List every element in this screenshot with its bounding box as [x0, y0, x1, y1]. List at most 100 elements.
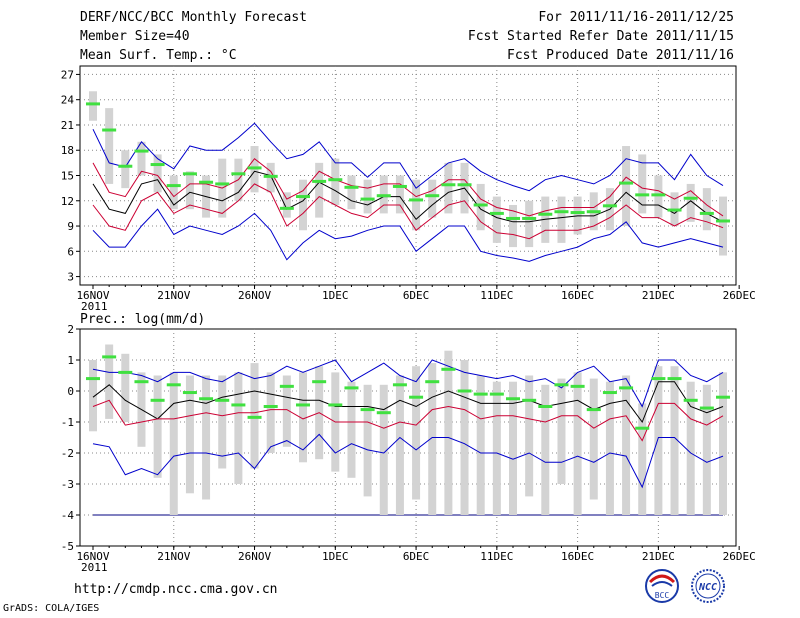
median-marker [473, 392, 488, 396]
median-marker [344, 185, 359, 189]
x-tick-label: 1DEC [322, 289, 349, 302]
ensemble-box [169, 372, 178, 515]
chart-title: DERF/NCC/BCC Monthly Forecast [80, 10, 307, 25]
median-marker [231, 172, 246, 176]
y-tick-label: 24 [61, 94, 75, 107]
median-marker [409, 198, 424, 202]
x-tick-label: 26NOV [238, 550, 271, 563]
y-tick-label: 21 [61, 119, 74, 132]
ensemble-box [121, 150, 130, 189]
ensemble-box [525, 375, 534, 497]
ensemble-box [573, 372, 582, 515]
median-marker [522, 398, 537, 402]
median-marker [199, 397, 214, 401]
y-tick-label: 18 [61, 144, 74, 157]
series-line-lower-inner [92, 183, 724, 240]
y-tick-label: -2 [61, 447, 74, 460]
median-marker [554, 210, 569, 214]
ensemble-box [218, 375, 227, 469]
x-tick-label: 21NOV [157, 289, 190, 302]
ensemble-box [654, 366, 663, 515]
median-marker [651, 377, 666, 381]
ensemble-box [444, 162, 453, 214]
ensemble-box [444, 350, 453, 515]
median-marker [506, 216, 520, 220]
ensemble-box [395, 175, 404, 214]
grads-credit: GrADS: COLA/IGES [3, 603, 100, 614]
y-tick-label: -5 [61, 540, 74, 553]
median-marker [263, 174, 278, 178]
ensemble-box [670, 366, 679, 515]
median-marker [231, 403, 246, 407]
median-marker [166, 383, 181, 387]
x-tick-label: 26DEC [723, 550, 756, 563]
median-marker [328, 403, 343, 407]
median-marker [102, 355, 117, 359]
ensemble-box [702, 384, 711, 515]
ensemble-box [476, 183, 485, 231]
median-marker [651, 193, 666, 197]
median-marker [296, 403, 310, 407]
series-line-upper-outer [92, 122, 724, 192]
ensemble-box [105, 344, 114, 419]
median-marker [392, 184, 407, 188]
series-line-mean [92, 170, 724, 223]
bcc-logo-text: BCC [655, 591, 670, 600]
median-marker [360, 197, 375, 201]
median-marker [376, 411, 391, 415]
x-tick-label: 6DEC [403, 550, 430, 563]
y-tick-label: 2 [67, 323, 74, 336]
y-tick-label: 27 [61, 68, 74, 81]
ensemble-box [589, 378, 598, 500]
median-marker [570, 211, 585, 215]
median-marker [279, 206, 294, 210]
series-line-lower-inner [92, 399, 724, 442]
median-marker [312, 380, 327, 384]
ensemble-box [299, 179, 307, 231]
median-marker [182, 172, 197, 176]
ensemble-box [702, 188, 711, 231]
ensemble-box [250, 363, 259, 469]
ensemble-box [331, 158, 340, 205]
median-marker [457, 389, 472, 393]
median-marker [86, 377, 100, 381]
ensemble-box [412, 179, 421, 231]
ensemble-box [153, 375, 162, 478]
x-tick-label: 16DEC [561, 550, 594, 563]
series-line-lower-outer [92, 208, 724, 262]
median-marker [247, 415, 262, 419]
median-marker [667, 208, 682, 212]
ensemble-box [638, 403, 647, 515]
x-tick-label: 6DEC [403, 289, 430, 302]
ensemble-box [476, 375, 485, 515]
median-marker [635, 193, 650, 197]
y-tick-label: 12 [61, 195, 74, 208]
source-url: http://cmdp.ncc.cma.gov.cn [74, 582, 278, 597]
series-line-mean [92, 381, 724, 424]
median-marker [199, 180, 214, 184]
median-marker [586, 210, 601, 214]
median-marker [522, 216, 537, 220]
y-tick-label: -1 [61, 416, 74, 429]
temperature-panel: 3 6 9 12 15 18 21 24 27 16NOV 21NOV 26NOV 1DEC 6DEC 11… [61, 65, 756, 313]
median-marker [667, 377, 682, 381]
ensemble-box [315, 162, 324, 218]
median-marker [215, 182, 230, 186]
ensemble-box [105, 108, 114, 184]
precipitation-panel: -5 -4 -3 -2 -1 0 1 2 16NOV 21NOV 26NOV 1DEC 6DEC 11DE… [61, 323, 756, 574]
median-marker [102, 128, 117, 132]
ensemble-box [492, 381, 501, 515]
median-marker [635, 426, 650, 430]
ensemble-box [282, 192, 291, 218]
y-tick-label: 3 [67, 271, 74, 284]
ncc-logo-text: NCC [698, 582, 717, 593]
ensemble-box [89, 360, 97, 432]
median-marker [150, 398, 165, 402]
median-marker [489, 392, 504, 396]
x-tick-label: 21DEC [642, 289, 675, 302]
ensemble-box [541, 384, 550, 515]
ensemble-box [686, 381, 695, 515]
median-marker [425, 194, 440, 198]
produced-date-label: Fcst Produced Date 2011/11/16 [507, 48, 734, 63]
ensemble-box [347, 175, 356, 210]
